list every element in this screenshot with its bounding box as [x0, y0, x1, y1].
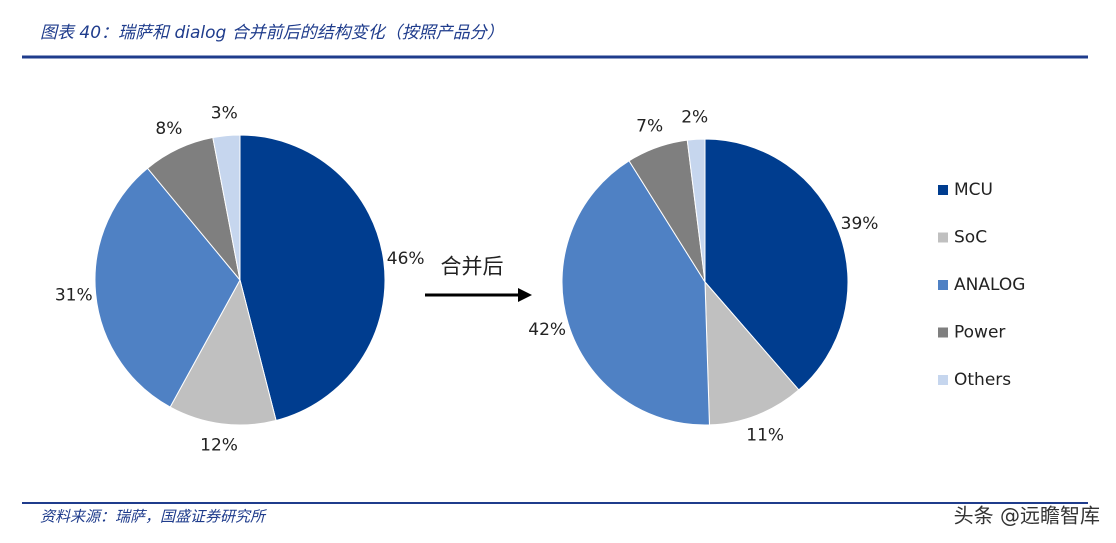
arrow-head [518, 288, 532, 302]
pie-slice [94, 167, 241, 408]
legend-swatch [938, 185, 948, 195]
pie-slice [169, 278, 277, 426]
data-label: 31% [55, 286, 93, 306]
pie-slice [704, 280, 800, 426]
pie-slice [561, 160, 710, 426]
pie-slice [212, 134, 241, 281]
pie-slice [686, 138, 706, 283]
data-label: 42% [528, 320, 566, 340]
pie-slice [239, 134, 386, 422]
legend-swatch [938, 232, 948, 243]
legend-label: ANALOG [954, 275, 1025, 295]
watermark: 头条 @远瞻智库 [954, 504, 1100, 528]
data-label: 39% [841, 214, 879, 234]
legend-swatch [938, 327, 948, 338]
legend-label: Power [954, 323, 1005, 343]
data-label: 12% [200, 436, 238, 456]
title: 图表 40：瑞萨和 dialog 合并前后的结构变化（按照产品分） [40, 23, 504, 43]
data-label: 46% [387, 249, 425, 269]
legend-swatch [938, 375, 948, 385]
legend-label: Others [954, 370, 1011, 390]
legend-label: MCU [954, 180, 993, 200]
data-label: 7% [636, 117, 663, 137]
legend-swatch [938, 280, 948, 290]
data-label: 11% [746, 426, 784, 446]
data-label: 2% [681, 107, 708, 127]
annotation: 合并后 [441, 255, 504, 279]
data-label: 8% [155, 119, 182, 139]
pie-slice [704, 138, 849, 391]
source: 资料来源：瑞萨，国盛证券研究所 [40, 508, 267, 526]
data-label: 3% [211, 104, 238, 124]
legend-label: SoC [954, 228, 987, 248]
